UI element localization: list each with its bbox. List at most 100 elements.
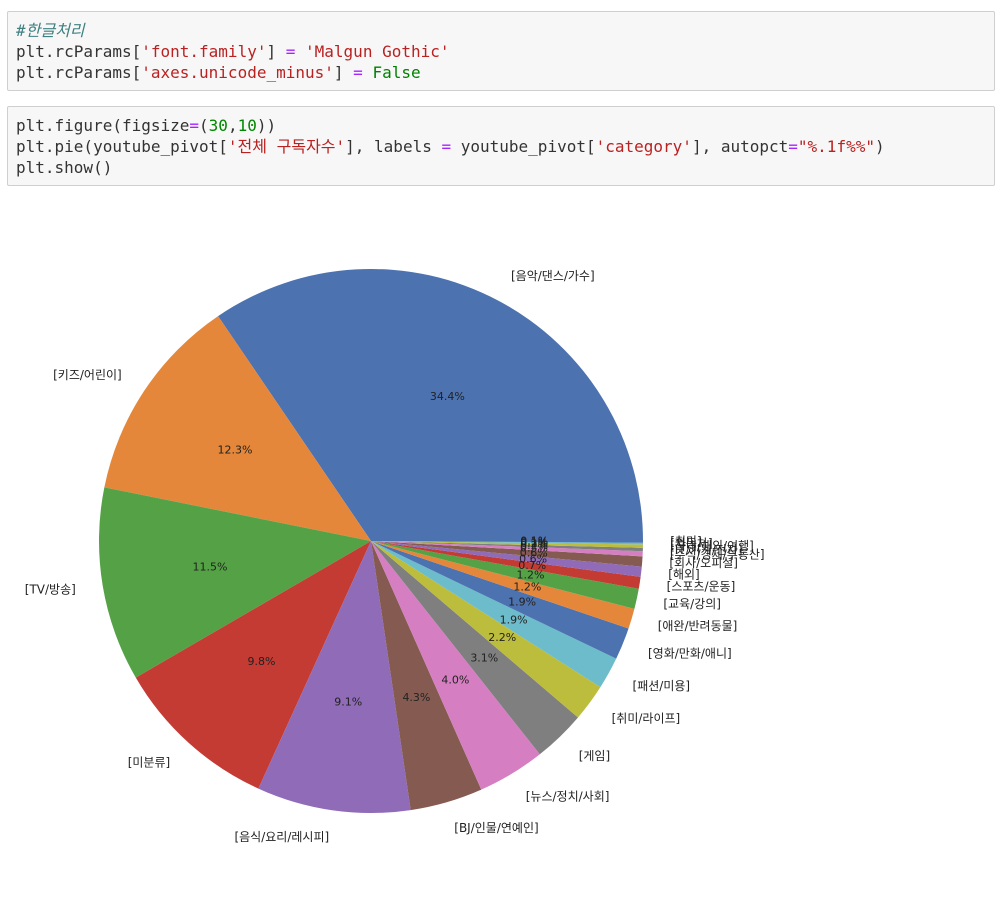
slice-percent-label: 34.4% (430, 390, 465, 403)
pie-slice (218, 269, 643, 541)
code-token: , (227, 116, 238, 135)
code-token: "%.1f%%" (797, 137, 875, 156)
slice-label: [애완/반려동물] (658, 619, 738, 633)
slice-label: [주식/경제/부동산] (670, 548, 765, 562)
slice-label: [취미] (670, 534, 701, 548)
code-block-2[interactable]: plt.figure(figsize=(30,10)) plt.pie(youtu… (16, 115, 885, 178)
pie-slice (371, 541, 540, 790)
code-token: )) (256, 116, 277, 135)
code-line: plt.rcParams['axes.unicode_minus'] = Fal… (16, 62, 450, 83)
slice-label: [교육/강의] (663, 597, 721, 611)
slice-label: [자동차] (670, 536, 712, 550)
slice-label: [키즈/어린이] (53, 368, 122, 382)
code-token: plt.show() (16, 158, 113, 177)
pie-slice (104, 316, 372, 541)
slice-label: [회사/오피셜] (669, 556, 738, 570)
code-token: = (788, 137, 798, 156)
code-token: ( (199, 116, 209, 135)
pie-slice (258, 541, 411, 813)
pie-slice (371, 541, 617, 688)
slice-percent-label: 1.9% (500, 613, 528, 626)
pie-chart: [음악/댄스/가수] 34.4% [키즈/어린이] 12.3% [TV/방송] 11.5%… (25, 269, 765, 844)
pie-slice (371, 541, 635, 629)
slice-percent-label: 0.1% (520, 536, 548, 549)
slice-percent-label: 12.3% (218, 444, 253, 457)
slice-percent-label: 9.8% (247, 655, 275, 668)
pie-slice (371, 541, 643, 567)
code-token: ) (874, 137, 885, 156)
slice-percent-label: 0.6% (520, 546, 548, 559)
code-token: youtube_pivot[ (451, 137, 596, 156)
pie-slice (371, 541, 643, 557)
slice-label: [취미/라이프] (612, 711, 681, 725)
code-token: ] (333, 63, 354, 82)
slice-label: [해외] (668, 567, 699, 581)
code-cell-1[interactable]: #한글처리 plt.rcParams['font.family'] = 'Malg… (7, 11, 995, 91)
slice-label: [음악/댄스/가수] (511, 269, 595, 283)
slice-label: [음식/요리/레시피] (234, 830, 329, 844)
code-token: = (285, 42, 296, 61)
pie-slice (371, 541, 601, 718)
slice-percent-label: 0.2% (520, 537, 548, 550)
code-line: plt.pie(youtube_pivot['전체 구독자수'], labels… (16, 136, 885, 157)
pie-slice (371, 541, 643, 545)
code-token: ], autopct (691, 137, 789, 156)
code-token: 'font.family' (141, 42, 267, 61)
code-token: = (441, 137, 452, 156)
slice-percent-label: 0.7% (518, 559, 546, 572)
code-token: ] (266, 42, 286, 61)
pie-slice (371, 541, 639, 609)
code-line: plt.show() (16, 157, 885, 178)
code-token: = (353, 63, 363, 82)
pie-slice (371, 541, 643, 552)
slice-percent-label: 1.2% (513, 581, 541, 594)
slice-label: [게임] (579, 749, 610, 763)
code-token: plt.rcParams[ (16, 42, 142, 61)
pie-slice (371, 541, 642, 577)
pie-slice (371, 541, 579, 755)
pie-slice (99, 487, 372, 678)
code-token: False (372, 63, 421, 82)
slice-label: [패션/미용] (633, 679, 691, 693)
slice-percent-label: 2.2% (488, 631, 516, 644)
code-token: 10 (237, 116, 257, 135)
pie-slice (371, 541, 641, 589)
slice-percent-label: 1.9% (508, 596, 536, 609)
slice-label: [영화/만화/애니] (648, 647, 732, 661)
code-token: plt.pie(youtube_pivot[ (16, 137, 228, 156)
pie-slice (371, 541, 643, 543)
slice-percent-label: 1.2% (516, 569, 544, 582)
code-line: #한글처리 (16, 20, 450, 41)
slice-percent-label: 0.6% (519, 552, 547, 565)
slice-percent-label: 11.5% (193, 561, 228, 574)
pie-slice (371, 541, 629, 659)
slice-label: [스포츠/운동] (667, 580, 736, 594)
slice-percent-label: 4.0% (441, 674, 469, 687)
slice-percent-label: 4.3% (402, 691, 430, 704)
code-block-1[interactable]: #한글처리 plt.rcParams['font.family'] = 'Malg… (16, 20, 450, 83)
code-token (295, 42, 305, 61)
slice-percent-label: 3.1% (470, 651, 498, 664)
code-token: plt.rcParams[ (16, 63, 142, 82)
pie-slice (135, 541, 371, 789)
slice-percent-label: 0.3% (520, 542, 548, 555)
code-token: plt.figure(figsize (16, 116, 190, 135)
code-token: '전체 구독자수' (227, 137, 346, 156)
slice-percent-label: 0.2% (520, 539, 548, 552)
code-token: = (189, 116, 200, 135)
pie-slice (371, 541, 643, 548)
pie-slice (371, 541, 482, 811)
code-token: #한글처리 (16, 21, 85, 40)
code-line: plt.figure(figsize=(30,10)) (16, 115, 885, 136)
slice-label: [IT/기계/전자] (670, 543, 742, 557)
slice-label: [미분류] (128, 755, 170, 769)
slice-label: [뉴스/정치/사회] (526, 790, 610, 804)
code-token: ], labels (345, 137, 442, 156)
code-token: 'axes.unicode_minus' (141, 63, 334, 82)
slice-label: [TV/방송] (25, 582, 76, 596)
code-cell-2[interactable]: plt.figure(figsize=(30,10)) plt.pie(youtu… (7, 106, 995, 186)
code-line: plt.rcParams['font.family'] = 'Malgun Go… (16, 41, 450, 62)
slice-label: [BJ/인물/연예인] (454, 821, 538, 835)
code-token: 'category' (595, 137, 692, 156)
slice-percent-label: 0.1% (520, 535, 548, 548)
